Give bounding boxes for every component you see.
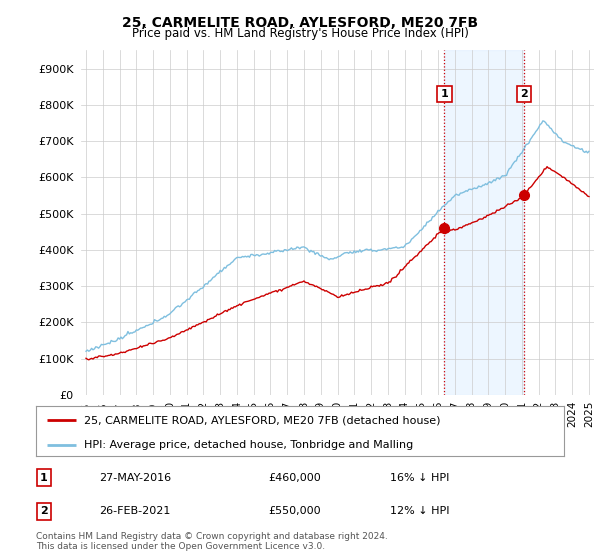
Text: Contains HM Land Registry data © Crown copyright and database right 2024.
This d: Contains HM Land Registry data © Crown c… [36,532,388,552]
Text: 1: 1 [40,473,48,483]
Bar [445,50,524,395]
Text: Price paid vs. HM Land Registry's House Price Index (HPI): Price paid vs. HM Land Registry's House … [131,27,469,40]
Text: £550,000: £550,000 [268,506,321,516]
Text: 25, CARMELITE ROAD, AYLESFORD, ME20 7FB (detached house): 25, CARMELITE ROAD, AYLESFORD, ME20 7FB … [83,415,440,425]
Text: 2: 2 [520,89,528,99]
Text: 25, CARMELITE ROAD, AYLESFORD, ME20 7FB: 25, CARMELITE ROAD, AYLESFORD, ME20 7FB [122,16,478,30]
Text: 27-MAY-2016: 27-MAY-2016 [100,473,172,483]
Text: 1: 1 [440,89,448,99]
Text: 26-FEB-2021: 26-FEB-2021 [100,506,171,516]
Text: 16% ↓ HPI: 16% ↓ HPI [390,473,449,483]
Text: HPI: Average price, detached house, Tonbridge and Malling: HPI: Average price, detached house, Tonb… [83,440,413,450]
Text: 2: 2 [40,506,48,516]
Text: 12% ↓ HPI: 12% ↓ HPI [390,506,449,516]
Text: £460,000: £460,000 [268,473,321,483]
